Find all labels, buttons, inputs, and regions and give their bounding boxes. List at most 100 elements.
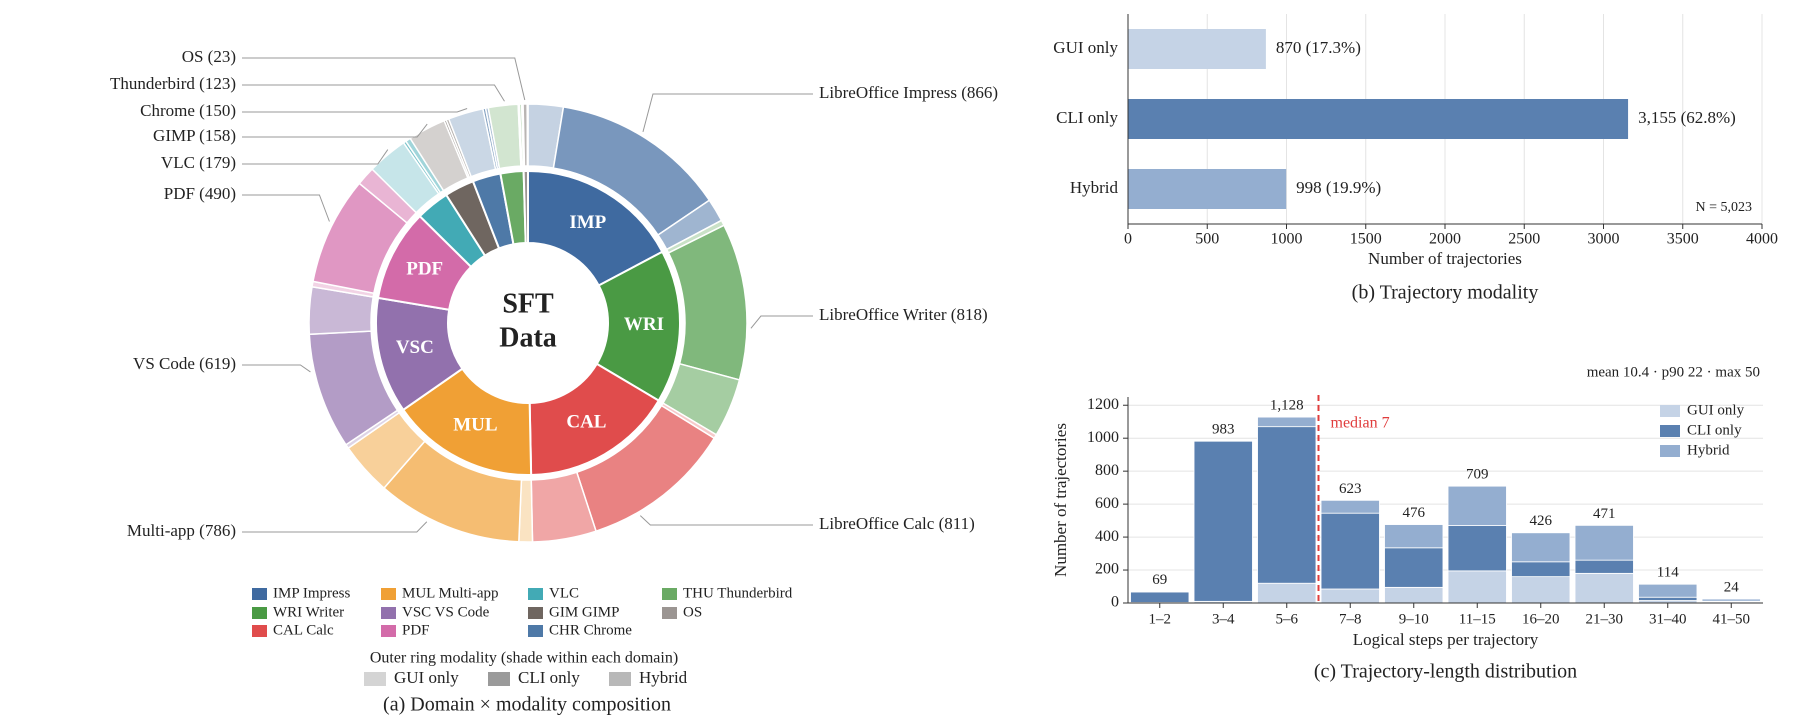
legend-swatch — [662, 588, 677, 600]
callout-line — [242, 107, 468, 113]
inner-sector — [527, 169, 664, 287]
y-tick-label: 1200 — [1087, 396, 1119, 413]
y-tick-label: Hybrid — [1070, 178, 1119, 197]
x-tick-label: 500 — [1195, 231, 1219, 248]
bar-segment — [1511, 576, 1571, 604]
bar-segment — [1257, 416, 1317, 428]
modality-legend-title: Outer ring modality (shade within each d… — [370, 650, 678, 667]
x-tick-label: 1500 — [1350, 231, 1382, 248]
callout-line — [242, 149, 389, 165]
callout-line — [242, 57, 526, 101]
total-label: 1,128 — [1270, 398, 1304, 414]
x-tick-label: 3500 — [1667, 231, 1699, 248]
callout-line — [242, 364, 311, 373]
bar-segment — [1447, 485, 1507, 526]
value-label: 998 (19.9%) — [1296, 178, 1381, 197]
center-label: Data — [499, 322, 557, 353]
legend-label: VSC VS Code — [402, 604, 490, 620]
legend-label: MUL Multi-app — [402, 585, 499, 601]
bar-segment — [1384, 547, 1444, 588]
bar-segment — [1320, 512, 1380, 590]
x-tick-label: 9–10 — [1399, 611, 1429, 627]
x-tick-label: 2000 — [1429, 231, 1461, 248]
value-label: 3,155 (62.8%) — [1638, 108, 1736, 127]
total-label: 114 — [1657, 565, 1679, 581]
legend-swatch — [1660, 405, 1680, 417]
bar-segment — [1320, 588, 1380, 604]
legend-swatch — [1660, 445, 1680, 457]
x-tick-label: 3–4 — [1212, 611, 1235, 627]
bar-segment — [1447, 525, 1507, 572]
legend-swatch — [364, 672, 386, 686]
legend-swatch — [662, 607, 677, 619]
bar-segment — [1638, 583, 1698, 598]
outer-segment — [667, 224, 748, 381]
bar-segment — [1193, 440, 1253, 602]
caption: (a) Domain × modality composition — [383, 694, 671, 716]
total-label: 623 — [1339, 481, 1362, 497]
bar-segment — [1384, 586, 1444, 604]
total-label: 709 — [1466, 467, 1489, 483]
inner-sector — [528, 362, 661, 476]
center-label: SFT — [502, 288, 554, 319]
legend-label: Hybrid — [1687, 442, 1730, 458]
legend-label: CAL Calc — [273, 622, 334, 638]
legend-label: IMP Impress — [273, 585, 351, 601]
bar-segment — [1511, 532, 1571, 563]
bar-segment — [1384, 524, 1444, 549]
legend-label: Hybrid — [639, 668, 688, 687]
outer-segment — [526, 103, 529, 167]
bar — [1128, 29, 1266, 69]
callout-line — [242, 123, 428, 138]
legend-label: THU Thunderbird — [683, 585, 793, 601]
x-tick-label: 3000 — [1588, 231, 1620, 248]
bar-segment — [1638, 596, 1698, 601]
legend-label: CLI only — [518, 668, 580, 687]
callout-line — [639, 515, 813, 526]
bar-segment — [1130, 591, 1190, 603]
legend-swatch — [252, 607, 267, 619]
legend-swatch — [252, 625, 267, 637]
total-label: 426 — [1530, 513, 1553, 529]
legend-swatch — [381, 607, 396, 619]
sector-label: IMP — [569, 212, 606, 233]
callout-line — [642, 93, 813, 133]
y-tick-label: 1000 — [1087, 429, 1119, 446]
legend-label: CHR Chrome — [549, 622, 632, 638]
bar-segment — [1320, 499, 1380, 514]
x-tick-label: 21–30 — [1586, 611, 1624, 627]
x-tick-label: 31–40 — [1649, 611, 1687, 627]
callout-label: LibreOffice Calc (811) — [819, 514, 975, 533]
x-tick-label: 11–15 — [1459, 611, 1496, 627]
median-label: median 7 — [1331, 415, 1390, 432]
legend-label: GIM GIMP — [549, 604, 619, 620]
callout-line — [242, 521, 428, 533]
bar-segment — [1257, 426, 1317, 584]
callout-label: LibreOffice Impress (866) — [819, 83, 998, 102]
y-tick-label: 800 — [1095, 462, 1119, 479]
y-tick-label: 400 — [1095, 528, 1119, 545]
total-label: 69 — [1152, 572, 1167, 588]
bar-segment — [1511, 561, 1571, 578]
legend-swatch — [488, 672, 510, 686]
callout-label: PDF (490) — [164, 184, 236, 203]
caption: (b) Trajectory modality — [1352, 282, 1539, 304]
x-tick-label: 0 — [1124, 231, 1132, 248]
stats-label: mean 10.4 · p90 22 · max 50 — [1587, 364, 1760, 380]
x-tick-label: 4000 — [1746, 231, 1778, 248]
bar — [1128, 169, 1287, 209]
caption: (c) Trajectory-length distribution — [1314, 661, 1577, 683]
x-tick-label: 5–6 — [1276, 611, 1299, 627]
legend-label: VLC — [549, 585, 579, 601]
y-tick-label: CLI only — [1056, 108, 1118, 127]
inner-sector — [595, 250, 681, 402]
callout-line — [242, 84, 505, 102]
value-label: 870 (17.3%) — [1276, 38, 1361, 57]
bar-segment — [1447, 570, 1507, 604]
legend-swatch — [609, 672, 631, 686]
legend-label: PDF — [402, 622, 430, 638]
legend-swatch — [381, 625, 396, 637]
legend-swatch — [381, 588, 396, 600]
callout-label: VLC (179) — [161, 153, 236, 172]
bar-segment — [1701, 598, 1761, 602]
